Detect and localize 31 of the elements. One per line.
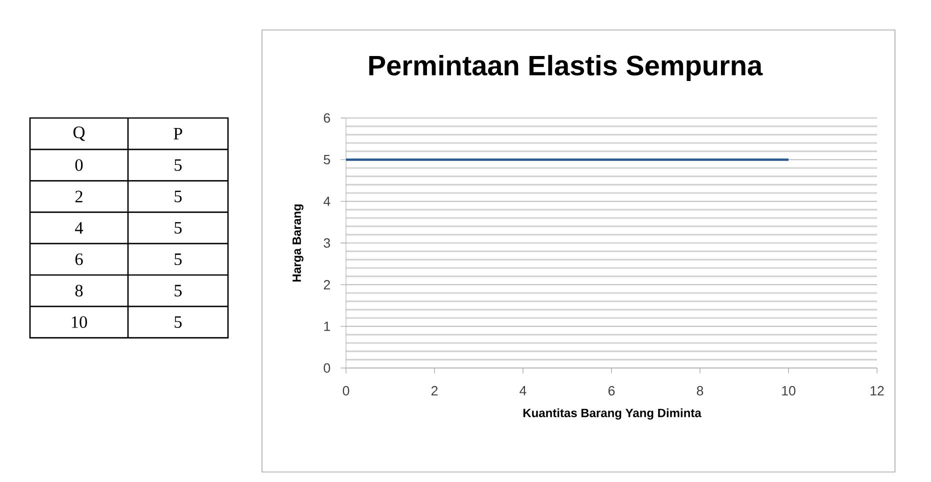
text: Q (73, 126, 85, 141)
x-tick-label: 12 (870, 386, 884, 396)
x-tick-label: 4 (520, 386, 526, 396)
text: 5 (174, 254, 182, 266)
text: 5 (174, 284, 182, 296)
text: 8 (75, 284, 83, 297)
x-tick-label: 0 (342, 386, 350, 396)
text: 0 (75, 159, 83, 171)
x-tick-label: 8 (696, 386, 704, 396)
y-axis-title: Harga Barang (292, 204, 304, 282)
text: 6 (75, 253, 83, 266)
y-tick-label: 4 (324, 196, 330, 206)
chart-title: Permintaan Elastis Sempurna (369, 54, 763, 82)
text: 5 (174, 190, 182, 202)
text: 5 (174, 316, 182, 328)
x-tick-label: 2 (431, 386, 438, 396)
x-tick-label: 10 (782, 386, 796, 396)
text: P (174, 128, 182, 140)
y-tick-label: 3 (324, 238, 330, 248)
text: 10 (72, 316, 88, 328)
text: 4 (75, 222, 84, 234)
y-tick-label: 5 (324, 155, 330, 164)
text: 2 (75, 190, 82, 202)
y-tick-label: 0 (324, 363, 330, 373)
y-tick-label: 6 (324, 113, 330, 123)
y-tick-label: 2 (324, 280, 330, 290)
text: 5 (174, 222, 182, 234)
x-tick-label: 6 (608, 386, 615, 396)
text: 5 (174, 159, 182, 171)
y-tick-label: 1 (324, 322, 330, 331)
x-axis-title: Kuantitas Barang Yang Diminta (523, 408, 702, 420)
